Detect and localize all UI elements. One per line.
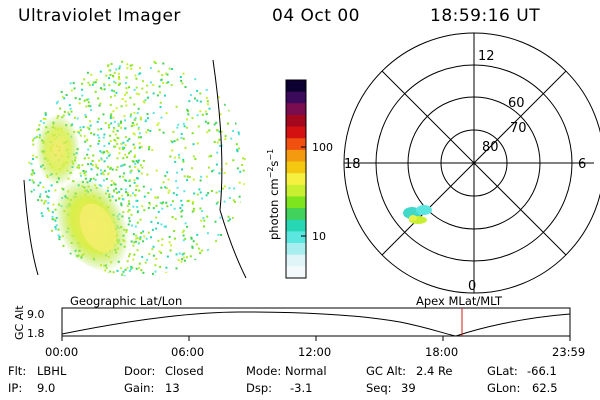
status-gain-val: 13 [165,381,180,395]
observation-date: 04 Oct 00 [272,6,360,26]
status-mode-val: Normal [285,364,327,378]
colorbar-segment [286,231,306,244]
status-glat-val: -66.1 [527,364,557,378]
unit-photon-cm: photon cm [267,178,281,240]
mlt-label-0: 0 [468,279,476,294]
colorbar-segment [286,126,306,139]
xtick-2359: 23:59 [552,345,585,359]
status-filter-val: LBHL [37,364,67,378]
polar-diagonal-2 [381,70,567,256]
status-gain-key: Gain: [124,381,155,395]
colorbar-segment [286,161,306,174]
mlt-label-6: 6 [578,157,586,172]
status-filter-key: Flt: [8,364,27,378]
limb-arc-left [23,179,39,276]
colorbar-segment [286,243,306,256]
status-dsp-val: -3.1 [290,381,313,395]
status-mode-key: Mode: [246,364,282,378]
status-ip-key: IP: [8,381,23,395]
colorbar-segment [286,184,306,198]
colorbar-segment [286,80,306,93]
xtick-0600: 06:00 [171,345,204,359]
lat-label-60: 60 [508,96,525,111]
colorbar-segment [286,219,306,233]
xtick-0000: 00:00 [45,345,78,359]
colorbar-segment [286,114,306,128]
instrument-title: Ultraviolet Imager [18,6,181,26]
altitude-curve [61,311,571,337]
status-seq-val: 39 [401,381,416,395]
polar-aurora [403,205,432,224]
timeline-right-title: Apex MLat/MLT [416,294,503,308]
polar-plot [343,32,600,294]
colorbar-segment [286,196,306,209]
colorbar-segment [286,173,306,186]
mlt-label-12: 12 [478,49,495,64]
color-bar-frame [285,79,307,279]
status-gcalt-val: 2.4 Re [416,364,453,378]
status-door-val: Closed [165,364,204,378]
status-ip-val: 9.0 [37,381,56,395]
ytick-9-0: 9.0 [27,308,45,321]
svg-text:photon cm−2s−1: photon cm−2s−1 [266,149,281,240]
timeline-frame [61,307,571,337]
color-bar [286,80,306,279]
limb-arc-right [212,59,247,279]
lat-label-70: 70 [510,121,527,136]
xtick-1800: 18:00 [425,345,458,359]
colorbar-segment [286,149,306,163]
colorbar-segment [286,91,306,104]
colorbar-unit-label: photon cm−2s−1 [266,149,281,240]
unit-exp-cm: −2 [266,167,275,179]
colorbar-segment [286,266,306,279]
status-door-key: Door: [124,364,156,378]
status-glon-key: GLon: [487,381,521,395]
colorbar-label-10: 10 [312,230,326,243]
colorbar-segment [286,103,306,116]
earth-image-disk [28,59,246,277]
ytick-1-8: 1.8 [27,327,45,340]
unit-s: s [267,161,281,167]
status-glon-val: 62.5 [532,381,558,395]
mlt-label-18: 18 [344,157,361,172]
timeline-left-title: Geographic Lat/Lon [70,294,182,308]
colorbar-segment [286,254,306,267]
unit-exp-s: −1 [266,149,275,161]
timeline-ylabel: GC Alt [13,305,26,340]
status-gcalt-key: GC Alt: [366,364,407,378]
observation-time: 18:59:16 UT [430,6,541,26]
colorbar-label-100: 100 [312,141,333,154]
xtick-1200: 12:00 [298,345,331,359]
status-seq-key: Seq: [366,381,392,395]
status-glat-key: GLat: [487,364,518,378]
status-dsp-key: Dsp: [246,381,273,395]
lat-label-80: 80 [482,140,499,155]
colorbar-segment [286,138,306,151]
colorbar-segment [286,208,306,221]
